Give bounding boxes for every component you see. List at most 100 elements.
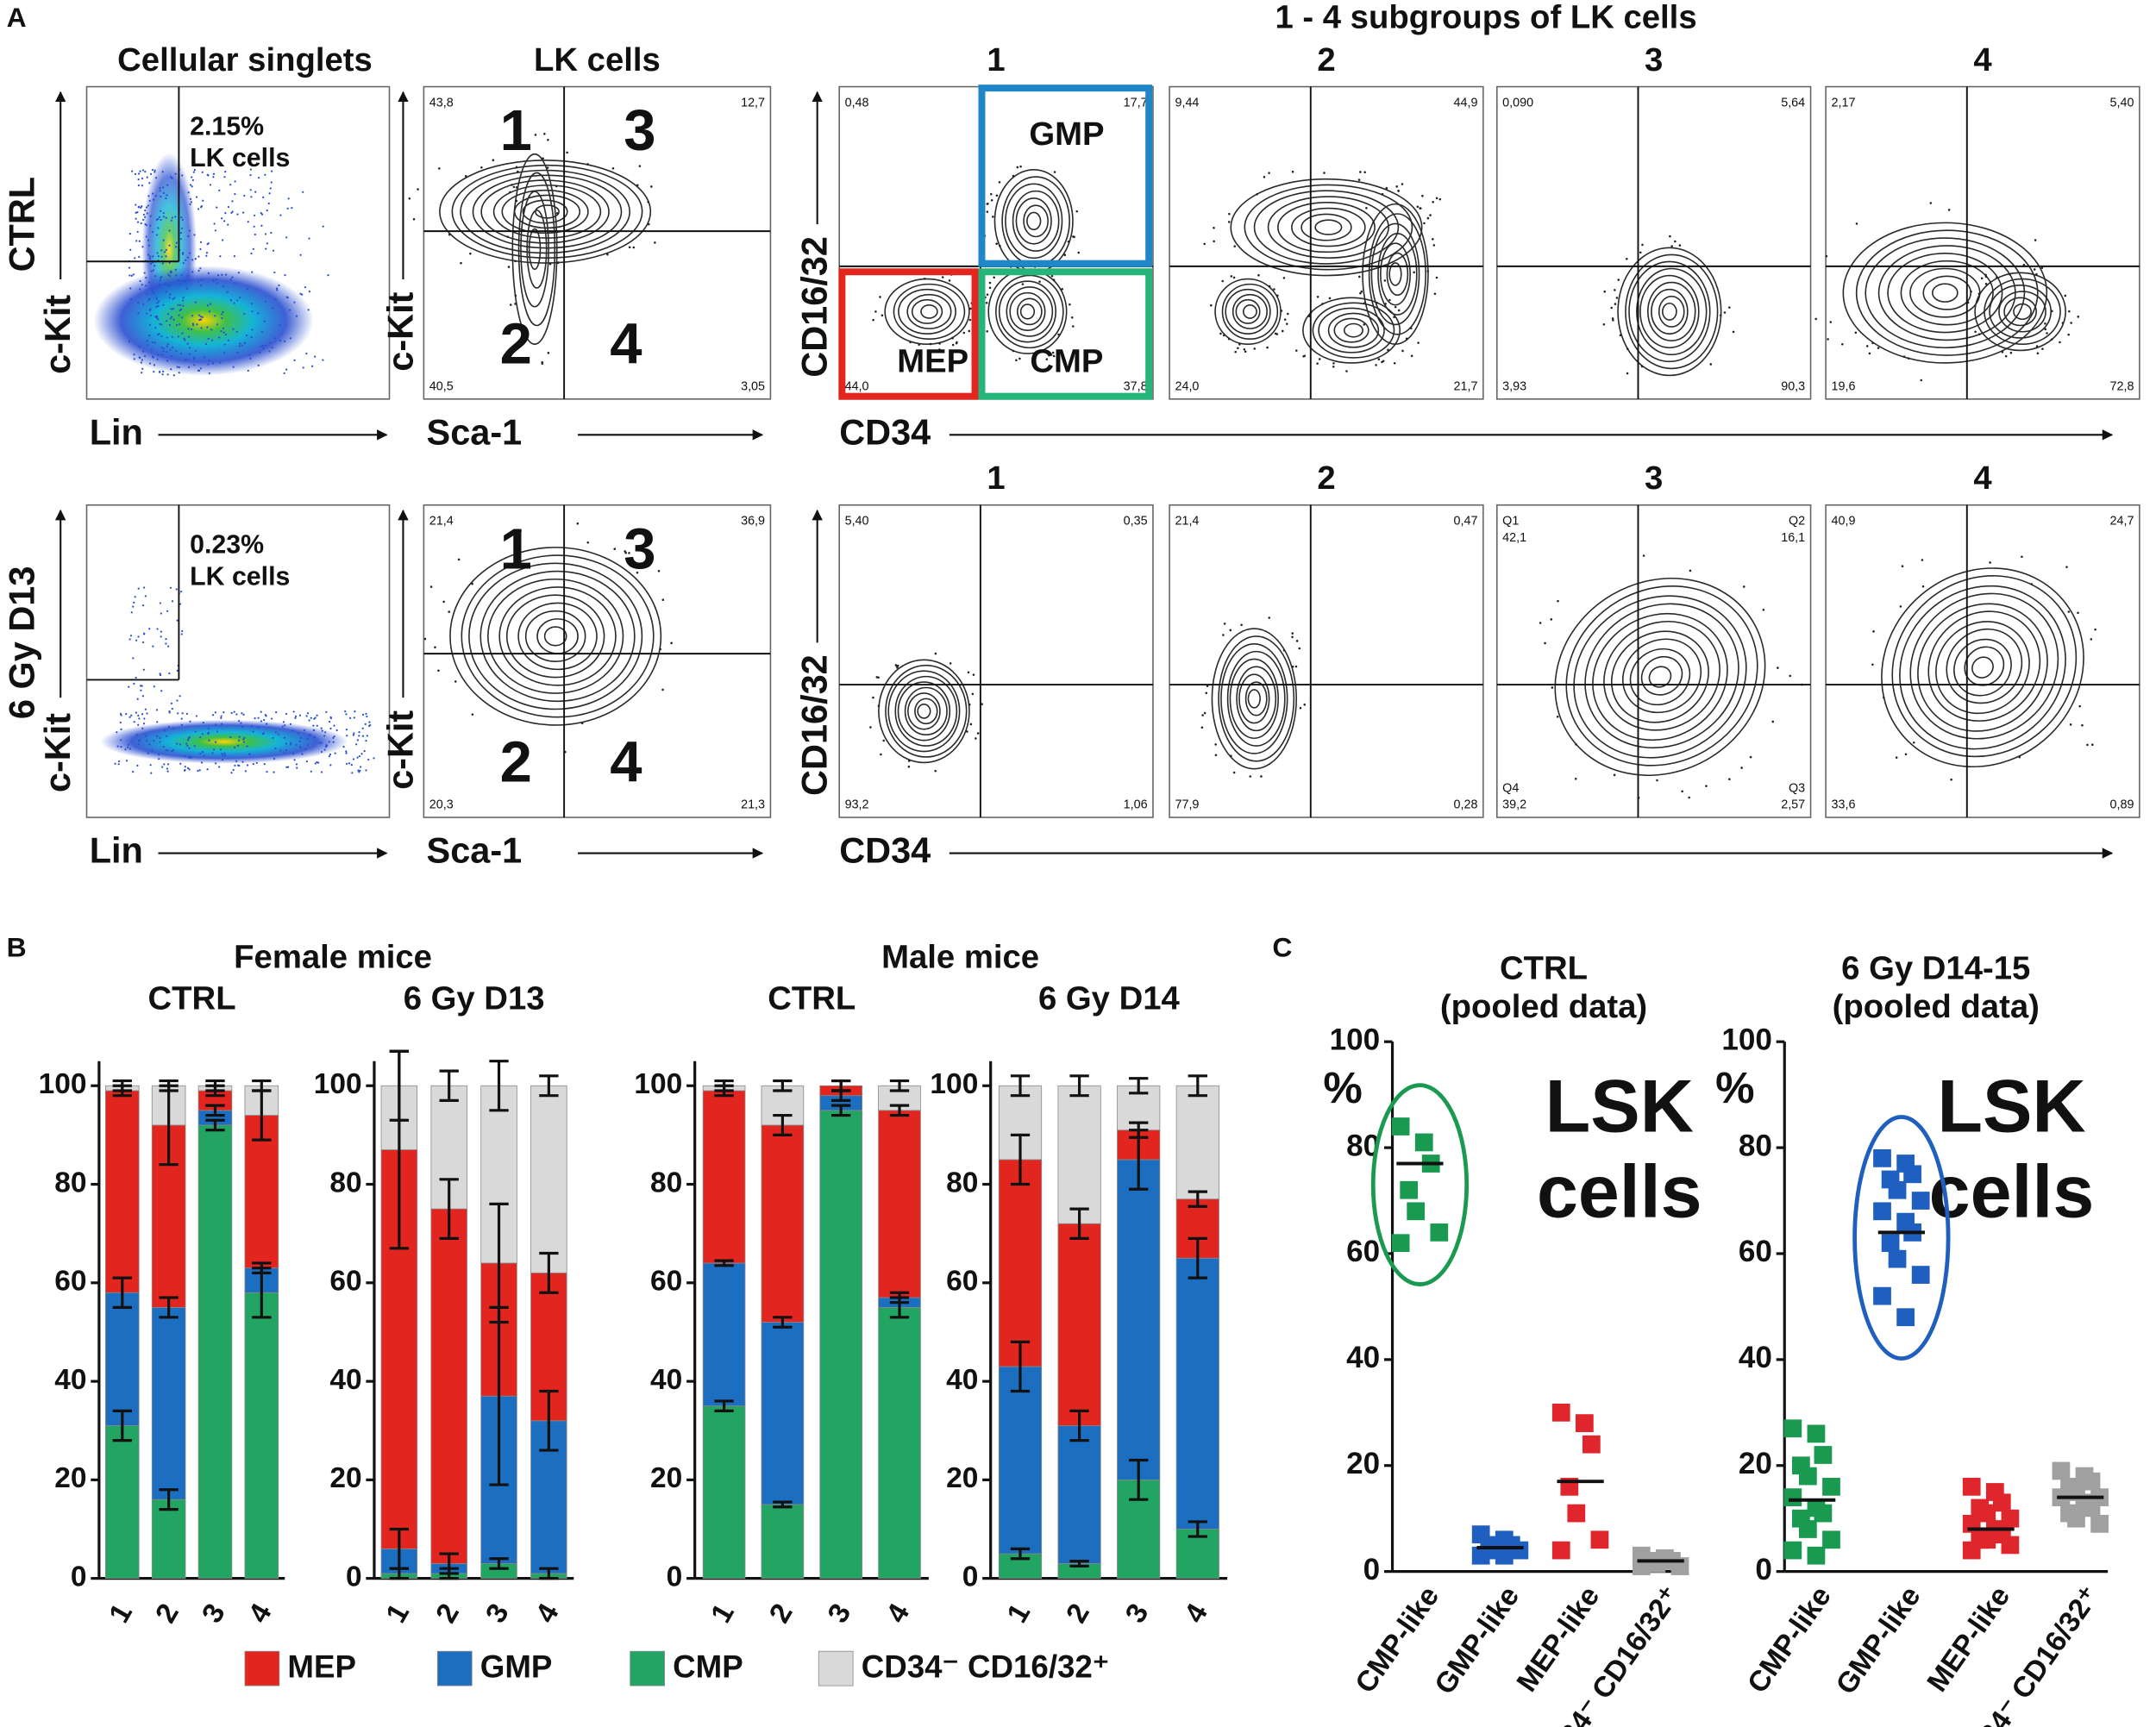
event-dot xyxy=(1227,221,1231,223)
event-dot xyxy=(197,769,199,773)
event-dot xyxy=(261,344,264,347)
y-tick-label: 20 xyxy=(329,1462,361,1494)
event-dot xyxy=(143,272,146,274)
event-dot xyxy=(238,735,241,738)
contour xyxy=(1927,610,2041,722)
bar-segment xyxy=(105,1090,140,1293)
contour xyxy=(894,675,958,747)
event-dot xyxy=(1230,275,1233,278)
error-bar xyxy=(539,1567,559,1580)
event-dot xyxy=(162,745,166,748)
event-dot xyxy=(2069,723,2072,726)
event-dot xyxy=(192,171,195,173)
event-dot xyxy=(186,256,189,259)
event-dot xyxy=(222,327,225,330)
subgroup-title: 3 xyxy=(1645,460,1663,497)
event-dot xyxy=(148,334,151,337)
event-dot xyxy=(1865,345,1869,347)
event-dot xyxy=(647,222,650,226)
event-dot xyxy=(1012,174,1015,178)
event-dot xyxy=(131,170,134,172)
event-dot xyxy=(148,362,152,365)
event-dot xyxy=(1221,279,1224,283)
event-dot xyxy=(214,741,217,743)
event-dot xyxy=(310,716,312,719)
event-dot xyxy=(155,305,158,309)
event-dot xyxy=(1907,357,1910,360)
event-dot xyxy=(1432,238,1434,241)
contour xyxy=(1247,689,1261,709)
event-dot xyxy=(184,766,186,768)
contour xyxy=(1221,283,1279,340)
event-dot xyxy=(139,288,141,291)
event-dot xyxy=(148,257,152,260)
event-dot xyxy=(242,713,245,716)
contour xyxy=(1300,213,1352,241)
event-dot xyxy=(304,286,307,289)
event-dot xyxy=(314,762,317,765)
chart-title: CTRL xyxy=(1500,949,1588,986)
event-dot xyxy=(191,178,194,182)
quadrant-value: 37,8 xyxy=(1124,379,1148,393)
event-dot xyxy=(128,232,132,235)
contour xyxy=(1625,253,1719,370)
event-dot xyxy=(306,738,309,741)
contour xyxy=(1881,567,2084,768)
contour xyxy=(1005,183,1063,260)
event-dot xyxy=(220,217,223,220)
event-dot xyxy=(262,347,265,349)
event-dot xyxy=(1614,303,1617,305)
data-point xyxy=(1873,1148,1891,1167)
event-dot xyxy=(1257,273,1260,277)
annotation: cells xyxy=(1929,1150,2095,1233)
event-dot xyxy=(316,724,318,727)
event-dot xyxy=(1626,257,1628,260)
contour xyxy=(1989,285,2052,339)
event-dot xyxy=(1274,332,1277,335)
group-title: Female mice xyxy=(234,939,432,976)
data-point xyxy=(2001,1509,2020,1528)
event-dot xyxy=(202,722,204,724)
event-dot xyxy=(125,712,128,716)
event-dot xyxy=(273,271,276,274)
event-dot xyxy=(160,249,163,252)
bar-segment xyxy=(702,1262,746,1407)
event-dot xyxy=(1237,347,1239,350)
event-dot xyxy=(268,341,271,344)
event-dot xyxy=(1615,297,1619,299)
error-bar xyxy=(773,1079,793,1092)
event-dot xyxy=(320,771,323,773)
event-dot xyxy=(233,710,235,713)
contour xyxy=(1388,262,1402,286)
event-dot xyxy=(305,715,308,717)
data-point xyxy=(1783,1419,1802,1438)
event-dot xyxy=(179,695,181,698)
event-dot xyxy=(249,189,252,191)
event-dot xyxy=(293,301,296,303)
event-dot xyxy=(173,297,176,299)
event-dot xyxy=(152,198,155,201)
event-dot xyxy=(557,261,560,264)
event-dot xyxy=(307,309,310,311)
data-point xyxy=(1822,1477,1840,1496)
event-dot xyxy=(165,248,167,252)
event-dot xyxy=(1359,171,1362,173)
event-dot xyxy=(301,753,304,755)
event-dot xyxy=(523,147,526,150)
data-point xyxy=(1881,1234,1900,1253)
event-dot xyxy=(283,372,285,375)
y-tick-label: 100 xyxy=(634,1068,682,1100)
event-dot xyxy=(160,255,163,258)
x-tick-label: 3 xyxy=(822,1599,857,1629)
event-dot xyxy=(179,591,183,593)
event-dot xyxy=(245,334,248,337)
event-dot xyxy=(1291,635,1294,639)
event-dot xyxy=(1984,275,1988,278)
event-dot xyxy=(1868,352,1871,355)
axis-label: Sca-1 xyxy=(427,411,523,452)
event-dot xyxy=(174,246,178,248)
event-dot xyxy=(137,312,140,315)
event-dot xyxy=(249,173,252,177)
data-point xyxy=(1807,1424,1826,1443)
event-dot xyxy=(257,726,260,729)
